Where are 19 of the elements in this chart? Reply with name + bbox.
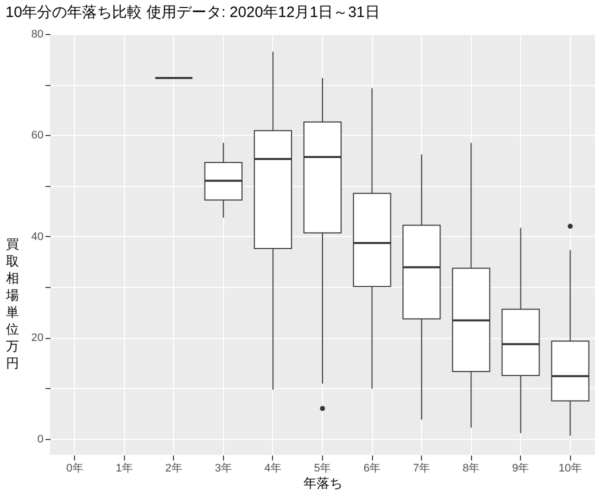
x-tick-label: 4年 <box>264 462 282 474</box>
chart-title: 10年分の年落ち比較 使用データ: 2020年12月1日～31日 <box>6 4 380 21</box>
x-tick-label: 6年 <box>363 462 381 474</box>
y-tick-label: 80 <box>31 28 44 40</box>
x-axis-title: 年落ち <box>304 476 342 490</box>
x-tick-label: 8年 <box>462 462 480 474</box>
x-tick-label: 10年 <box>558 462 582 474</box>
y-tick-label: 20 <box>31 332 44 344</box>
y-tick-label: 0 <box>37 433 44 446</box>
y-tick-label: 40 <box>31 230 44 243</box>
x-tick-label: 7年 <box>413 462 430 474</box>
x-tick-label: 2年 <box>165 462 182 474</box>
x-tick-label: 5年 <box>314 462 332 474</box>
y-axis-title: 買取相場単位万円 <box>5 236 19 370</box>
x-tick-label: 0年 <box>66 462 84 474</box>
x-tick-label: 9年 <box>512 462 530 474</box>
y-tick-label: 60 <box>31 130 44 142</box>
x-tick-label: 1年 <box>116 462 133 474</box>
x-tick-label: 3年 <box>214 462 232 474</box>
